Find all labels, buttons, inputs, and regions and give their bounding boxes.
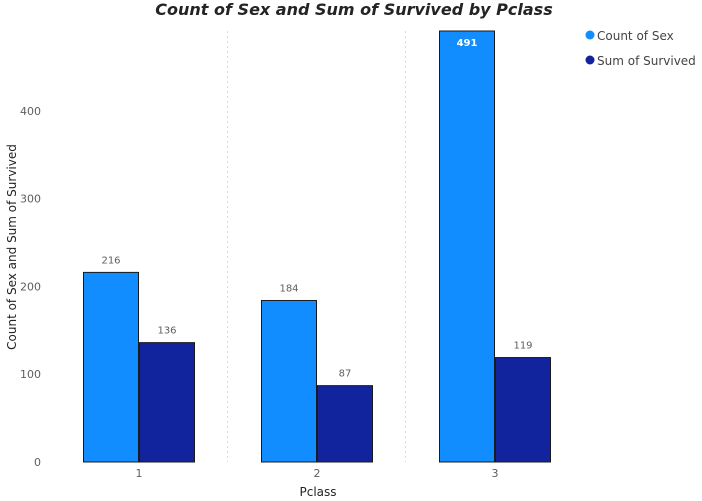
x-tick-label: 2: [314, 467, 321, 480]
legend[interactable]: Count of Sex Sum of Survived: [585, 29, 696, 68]
y-tick-label: 100: [20, 368, 41, 381]
x-axis-ticks: 1 2 3: [136, 467, 499, 480]
legend-swatch-sum-of-survived: [585, 55, 595, 65]
data-label-count-of-sex-pclass-2: 184: [279, 283, 298, 294]
x-tick-label: 1: [136, 467, 143, 480]
bar-count-of-sex-pclass-2[interactable]: [261, 299, 317, 463]
y-tick-label: 0: [34, 456, 41, 469]
x-tick-label: 3: [492, 467, 499, 480]
gridlines: [227, 31, 406, 462]
data-label-sum-of-survived-pclass-3: 119: [513, 341, 532, 352]
y-tick-label: 300: [20, 193, 41, 206]
bar-sum-of-survived-pclass-1[interactable]: [139, 342, 195, 463]
legend-label-count-of-sex: Count of Sex: [597, 29, 674, 43]
data-label-count-of-sex-pclass-3: 491: [457, 38, 478, 49]
legend-item-sum-of-survived[interactable]: Sum of Survived: [585, 54, 696, 68]
data-label-sum-of-survived-pclass-2: 87: [339, 369, 352, 380]
legend-label-sum-of-survived: Sum of Survived: [597, 54, 696, 68]
bar-sum-of-survived-pclass-2[interactable]: [317, 385, 373, 463]
x-axis-label: Pclass: [299, 485, 336, 499]
y-axis-label: Count of Sex and Sum of Survived: [5, 144, 19, 350]
y-tick-label: 400: [20, 105, 41, 118]
y-tick-label: 200: [20, 280, 41, 293]
bar-sum-of-survived-pclass-3[interactable]: [495, 357, 551, 463]
bars: [83, 30, 551, 463]
y-axis-ticks: 0 100 200 300 400: [20, 105, 41, 469]
legend-swatch-count-of-sex: [585, 30, 595, 40]
chart-title: Count of Sex and Sum of Survived by Pcla…: [155, 0, 552, 19]
bar-count-of-sex-pclass-1[interactable]: [83, 271, 139, 463]
legend-item-count-of-sex[interactable]: Count of Sex: [585, 29, 674, 43]
data-labels: 216 136 184 87 491 119: [101, 38, 532, 380]
data-label-sum-of-survived-pclass-1: 136: [157, 326, 176, 337]
data-label-count-of-sex-pclass-1: 216: [101, 255, 120, 266]
bar-count-of-sex-pclass-3[interactable]: [439, 30, 495, 463]
